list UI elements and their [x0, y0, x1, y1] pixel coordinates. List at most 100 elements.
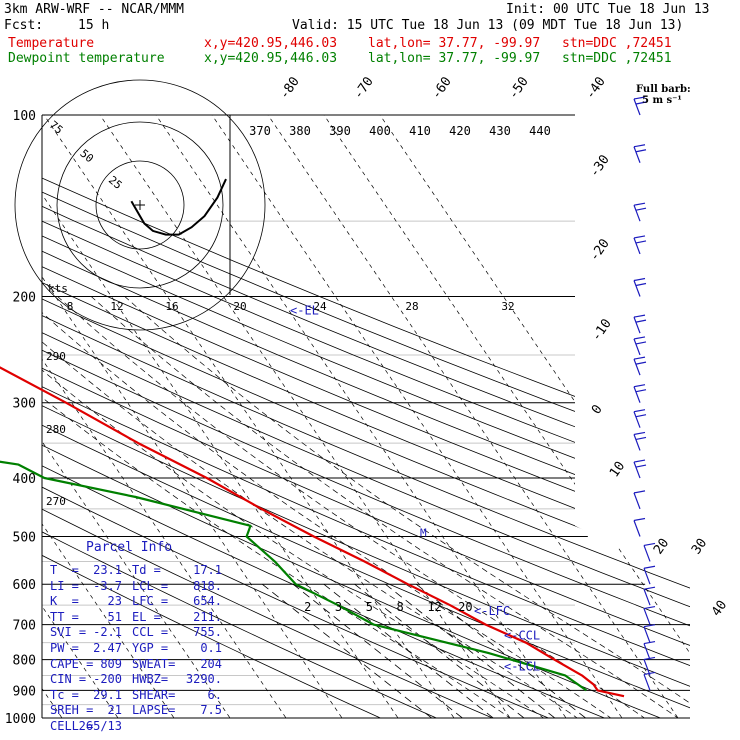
isotherm-label--70: -70	[351, 74, 377, 102]
parcel-row-1-col-3: 818.	[193, 578, 222, 593]
dewpoint-xy: x,y=420.95,446.03	[204, 51, 338, 66]
parcel-row-9-col-1: 21	[107, 703, 122, 718]
wind-barb-170	[633, 235, 647, 255]
isotherm-label--50: -50	[506, 74, 532, 102]
wind-barb-700	[643, 606, 656, 625]
lcl-marker: <-LCL	[504, 659, 540, 673]
parcel-row-7-col-2: HWBZ=	[132, 672, 169, 687]
wind-barb-450	[633, 490, 646, 510]
moist-adiabat-24	[57, 296, 663, 718]
wind-barb-100	[633, 96, 647, 116]
dewpoint-legend: Dewpoint temperature	[8, 51, 165, 66]
wind-barb-120	[633, 144, 647, 163]
hodo-ring-label-25: 25	[106, 173, 125, 191]
parcel-row-8-col-0: Tc =	[50, 687, 79, 702]
dry-adiabat-430	[42, 115, 690, 718]
parcel-row-3-col-3: 211.	[193, 609, 222, 624]
grid-lines	[0, 114, 690, 731]
parcel-row-0-col-2: Td =	[132, 563, 161, 577]
wind-barb-300	[633, 384, 647, 403]
model-title: 3km ARW-WRF -- NCAR/MMM	[4, 2, 185, 17]
isotherm-label--20: -20	[587, 236, 613, 264]
dry-adiabat-460	[42, 115, 690, 718]
dewpoint-latlon: lat,lon= 37.77, -99.97	[368, 51, 541, 66]
dry-adiabat-260	[42, 115, 466, 718]
ccl-marker: <-CCL	[504, 628, 540, 642]
wind-barb-750	[643, 624, 656, 643]
theta-label-390: 390	[329, 124, 351, 138]
mixing-ratio-2	[261, 583, 432, 718]
dry-adiabat-280	[42, 115, 580, 718]
dry-adiabat-370	[42, 115, 690, 718]
wind-barb-550	[643, 542, 656, 562]
isotherm-label-10: 10	[607, 459, 628, 480]
dry-adiabat-310	[42, 115, 690, 718]
parcel-row-7-col-3: 3290.	[185, 672, 222, 687]
parcel-row-2-col-3: 654.	[193, 594, 222, 609]
parcel-row-8-col-3: 6.	[207, 687, 222, 702]
pressure-label-800: 800	[13, 654, 36, 669]
parcel-row-6-col-2: SWEAT=	[132, 656, 176, 671]
isotherm--90	[0, 115, 15, 731]
profiles	[0, 366, 625, 698]
wind-barb-650	[643, 586, 656, 606]
wind-barb-900	[643, 671, 656, 691]
parcel-row-6-col-1: 809	[100, 656, 122, 671]
parcel-row-2-col-1: 23	[107, 594, 122, 609]
parcel-row-10-col-1: 265/13	[78, 719, 122, 733]
parcel-row-7-col-0: CIN =	[50, 672, 87, 687]
parcel-row-6-col-3: 204	[200, 656, 222, 671]
wind-barb-500	[633, 517, 646, 537]
isotherm-label--30: -30	[587, 152, 613, 180]
hodo-ring-label-75: 75	[47, 118, 66, 136]
parcel-row-4-col-2: CCL =	[132, 625, 169, 640]
parcel-row-2-col-0: K =	[50, 594, 79, 609]
hodo-axis-label-1: 8	[67, 300, 74, 313]
dry-adiabat-340	[42, 115, 690, 718]
hodo-side-label-2: 270	[46, 495, 66, 508]
parcel-row-8-col-2: SHEAR=	[132, 687, 176, 702]
forecast-label: Fcst:	[4, 18, 44, 33]
hodo-axis-label-7: 32	[501, 300, 514, 313]
wind-barb-200	[633, 277, 647, 297]
valid-time: Valid: 15 UTC Tue 18 Jun 13 (09 MDT Tue …	[292, 18, 684, 33]
pressure-label-400: 400	[13, 472, 36, 487]
hodograph	[14, 79, 266, 331]
parcel-row-9-col-2: LAPSE=	[132, 703, 176, 718]
dry-adiabat-300	[42, 115, 690, 718]
dry-adiabat-290	[42, 115, 637, 718]
moist-adiabat-30	[90, 296, 690, 718]
parcel-row-0-col-0: T =	[50, 563, 79, 577]
parcel-row-4-col-1: -2.1	[93, 625, 122, 640]
temperature-legend: Temperature	[8, 36, 95, 51]
temperature-xy: x,y=420.95,446.03	[204, 36, 338, 51]
mixing-ratio-label-3: 3	[335, 600, 342, 614]
forecast-hour: 15 h	[78, 18, 110, 33]
pressure-label-1000: 1000	[5, 712, 36, 727]
parcel-row-0-col-3: 17.1	[193, 563, 222, 577]
dry-adiabat-410	[42, 115, 690, 718]
parcel-row-1-col-0: LI =	[50, 578, 79, 593]
m-marker: M	[420, 526, 427, 539]
mixing-ratio-3	[292, 583, 463, 718]
pressure-label-900: 900	[13, 684, 36, 699]
wind-barb-150	[633, 202, 647, 222]
mixing-ratio-label-8: 8	[397, 600, 404, 614]
mixing-ratio-12	[385, 583, 556, 718]
parcel-row-9-col-0: SREH =	[50, 703, 94, 718]
parcel-row-4-col-0: SVI =	[50, 625, 87, 640]
parcel-row-10-col-0: CELL =	[50, 719, 94, 733]
lfc-marker: <-LFC	[474, 604, 510, 618]
barb-note-line1: Full barb:	[636, 84, 691, 95]
isotherm-label-40: 40	[709, 598, 730, 619]
pressure-label-700: 700	[13, 619, 36, 634]
mixing-ratio-5	[323, 583, 494, 718]
wind-barb-400	[633, 459, 647, 479]
hodo-axis-label-3: 16	[165, 300, 178, 313]
parcel-info-title: Parcel Info	[86, 540, 173, 555]
grid-clipped	[0, 115, 690, 731]
el-marker: <-EL	[290, 304, 319, 318]
wind-barb-270	[633, 356, 647, 376]
wind-barb-360	[633, 431, 647, 451]
